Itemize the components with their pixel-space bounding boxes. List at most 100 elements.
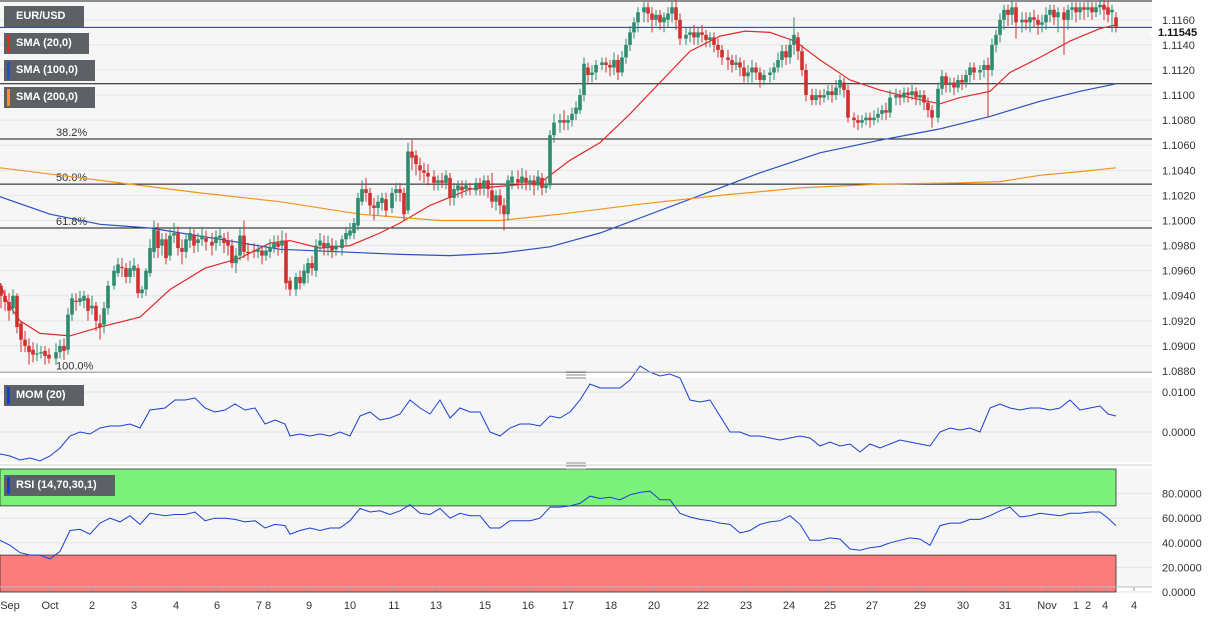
x-tick-label: 7 (256, 600, 262, 612)
candle-body-up (948, 82, 952, 86)
candle-body-down (604, 62, 608, 65)
x-tick-label: 17 (562, 600, 574, 612)
mom-panel-bg (0, 378, 1152, 462)
candle-body-down (742, 67, 746, 77)
candle-body-up (306, 263, 310, 274)
rsi-y-tick-label: 80.0000 (1162, 489, 1202, 501)
candlesticks (0, 0, 1118, 365)
candle-body-down (524, 177, 528, 183)
candle-body-down (930, 110, 934, 118)
candle-body-up (394, 189, 398, 193)
candle-body-down (754, 67, 758, 73)
candle-body-up (106, 285, 110, 309)
price-y-tick-label: 1.1080 (1162, 115, 1196, 127)
candle-body-down (800, 51, 804, 70)
candle-body-up (506, 180, 510, 215)
price-y-tick-label: 1.0920 (1162, 316, 1196, 328)
candle-body-down (124, 268, 128, 277)
legend-sma20-label: SMA (20,0) (16, 37, 72, 49)
candle-body-down (364, 189, 368, 193)
candle-body-up (558, 120, 562, 123)
candle-body-up (356, 197, 360, 226)
candle-body-down (43, 350, 47, 356)
candle-body-up (590, 72, 594, 75)
candle-body-down (986, 64, 990, 70)
candle-body-down (1114, 17, 1118, 27)
candle-body-up (998, 19, 1002, 35)
candle-body-up (734, 62, 738, 65)
candle-body-down (176, 233, 180, 249)
candle-body-down (712, 37, 716, 45)
candle-body-up (910, 91, 914, 96)
fib-level-label: 61.8% (56, 216, 87, 228)
price-y-tick-label: 1.1000 (1162, 215, 1196, 227)
legend-mom[interactable]: MOM (20) (4, 385, 84, 406)
candle-body-down (720, 49, 724, 58)
candle-body-up (436, 180, 440, 183)
candle-body-up (116, 264, 120, 274)
x-tick-label: 9 (306, 600, 312, 612)
legend-rsi[interactable]: RSI (14,70,30,1) (4, 475, 115, 496)
candle-body-up (234, 255, 238, 264)
price-y-tick-label: 1.0940 (1162, 291, 1196, 303)
legend-sma20[interactable]: SMA (20,0) (4, 33, 89, 54)
candle-body-down (804, 69, 808, 96)
candle-body-up (582, 63, 586, 96)
candle-body-up (168, 235, 172, 256)
last-price-badge: 1.11545 (1150, 25, 1212, 41)
candle-body-down (972, 67, 976, 73)
candle-body-up (406, 151, 410, 211)
x-tick-label: 27 (866, 600, 878, 612)
mom-y-tick-label: 0.0100 (1162, 387, 1196, 399)
fib-level-label: 38.2% (56, 127, 87, 139)
candle-body-up (1010, 7, 1014, 15)
candle-body-down (460, 186, 464, 191)
candle-body-down (1090, 7, 1094, 13)
x-tick-label: 30 (957, 600, 969, 612)
price-y-tick-label: 1.1120 (1162, 65, 1195, 77)
mom-line (0, 365, 1117, 462)
candle-body-up (39, 352, 43, 354)
candle-body-down (0, 285, 3, 296)
legend-sma200[interactable]: SMA (200,0) (4, 87, 95, 108)
candle-body-up (272, 243, 276, 249)
candle-body-up (776, 59, 780, 68)
resize-handle-rsi[interactable] (566, 462, 586, 470)
candle-body-up (54, 352, 58, 359)
candle-body-up (780, 51, 784, 60)
candle-body-up (152, 229, 156, 252)
candle-body-up (1110, 9, 1114, 13)
candle-body-up (982, 64, 986, 70)
candle-body-up (256, 249, 260, 252)
resize-handle-mom[interactable] (566, 371, 586, 379)
price-y-tick-label: 1.1140 (1162, 40, 1195, 52)
candle-body-down (242, 235, 246, 252)
candle-body-up (1056, 12, 1060, 18)
legend-symbol[interactable]: EUR/USD (4, 6, 84, 27)
candle-body-up (772, 67, 776, 73)
candle-body-down (414, 155, 418, 165)
legend-sma100[interactable]: SMA (100,0) (4, 60, 95, 81)
candle-body-up (544, 185, 548, 188)
x-tick-label: 3 (131, 600, 137, 612)
candle-body-down (226, 240, 230, 246)
candle-body-down (19, 323, 23, 340)
legend-sma200-label: SMA (200,0) (16, 91, 78, 103)
candle-body-up (888, 97, 892, 113)
candle-body-down (192, 235, 196, 246)
x-tick-label: 4 (173, 600, 179, 612)
candle-body-up (632, 22, 636, 33)
candle-body-up (666, 13, 670, 20)
candle-body-up (814, 95, 818, 101)
candle-body-down (330, 245, 334, 251)
candle-body-down (1082, 7, 1086, 10)
candle-body-up (1048, 9, 1052, 15)
candle-body-up (102, 308, 106, 325)
candle-body-up (520, 176, 524, 183)
candle-body-down (726, 57, 730, 60)
fib-level-label: 50.0% (56, 172, 87, 184)
rsi-y-tick-label: 20.0000 (1162, 562, 1202, 574)
x-tick-label: 25 (824, 600, 836, 612)
